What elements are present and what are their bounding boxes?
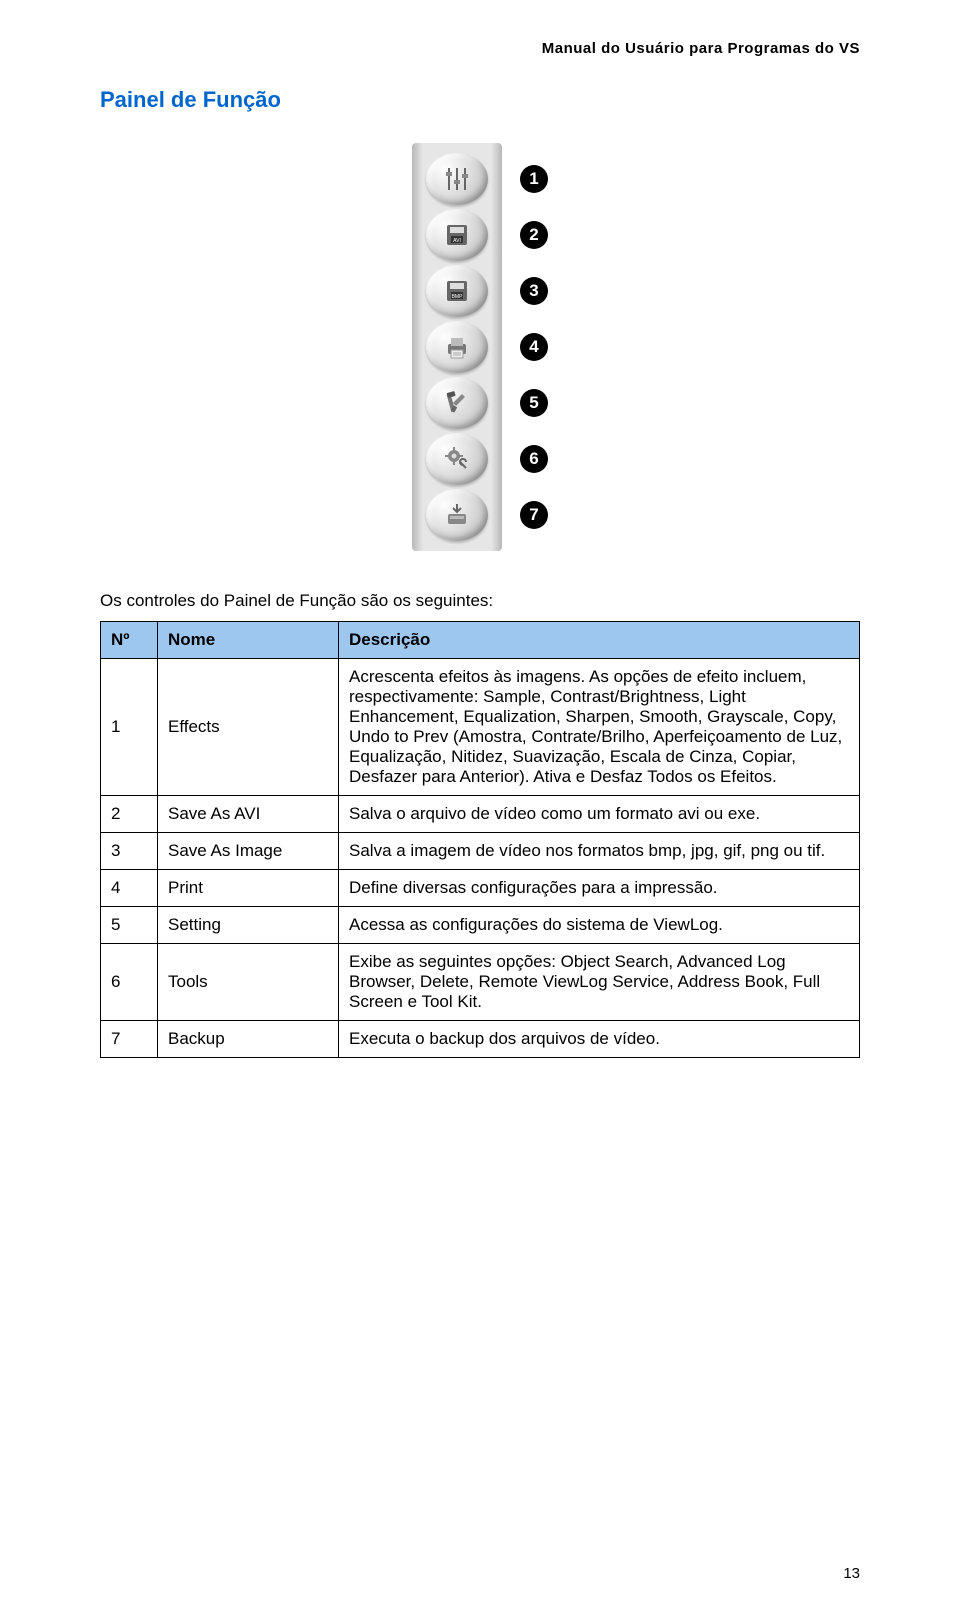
table-row: 4 Print Define diversas configurações pa… (101, 870, 860, 907)
panel-figure: AVI BMP 1 2 3 4 5 6 7 (100, 143, 860, 551)
backup-icon (426, 489, 488, 541)
page: Manual do Usuário para Programas do VS P… (0, 0, 960, 1612)
table-row: 2 Save As AVI Salva o arquivo de vídeo c… (101, 796, 860, 833)
cell-desc: Executa o backup dos arquivos de vídeo. (339, 1021, 860, 1058)
doc-header: Manual do Usuário para Programas do VS (100, 40, 860, 57)
cell-num: 5 (101, 907, 158, 944)
callout-6: 6 (520, 433, 548, 485)
cell-name: Backup (158, 1021, 339, 1058)
col-num: Nº (101, 622, 158, 659)
callout-5: 5 (520, 377, 548, 429)
save-avi-icon: AVI (426, 209, 488, 261)
col-name: Nome (158, 622, 339, 659)
callout-badge: 2 (520, 221, 548, 249)
cell-desc: Define diversas configurações para a imp… (339, 870, 860, 907)
table-row: 6 Tools Exibe as seguintes opções: Objec… (101, 944, 860, 1021)
printer-icon (426, 321, 488, 373)
col-desc: Descrição (339, 622, 860, 659)
sliders-icon (426, 153, 488, 205)
cell-name: Effects (158, 659, 339, 796)
svg-text:AVI: AVI (453, 238, 461, 244)
callout-1: 1 (520, 153, 548, 205)
callout-4: 4 (520, 321, 548, 373)
cell-num: 6 (101, 944, 158, 1021)
cell-num: 7 (101, 1021, 158, 1058)
table-row: 7 Backup Executa o backup dos arquivos d… (101, 1021, 860, 1058)
table-header-row: Nº Nome Descrição (101, 622, 860, 659)
callout-badge: 6 (520, 445, 548, 473)
cell-name: Tools (158, 944, 339, 1021)
cell-desc: Acessa as configurações do sistema de Vi… (339, 907, 860, 944)
callout-column: 1 2 3 4 5 6 7 (502, 143, 548, 551)
tools-icon (426, 377, 488, 429)
svg-text:BMP: BMP (452, 294, 464, 300)
cell-num: 4 (101, 870, 158, 907)
cell-name: Print (158, 870, 339, 907)
cell-desc: Exibe as seguintes opções: Object Search… (339, 944, 860, 1021)
table-row: 1 Effects Acrescenta efeitos às imagens.… (101, 659, 860, 796)
functions-table: Nº Nome Descrição 1 Effects Acrescenta e… (100, 621, 860, 1058)
callout-7: 7 (520, 489, 548, 541)
section-title: Painel de Função (100, 87, 860, 113)
table-row: 3 Save As Image Salva a imagem de vídeo … (101, 833, 860, 870)
cell-desc: Acrescenta efeitos às imagens. As opções… (339, 659, 860, 796)
page-number: 13 (843, 1565, 860, 1582)
callout-badge: 4 (520, 333, 548, 361)
callout-2: 2 (520, 209, 548, 261)
table-row: 5 Setting Acessa as configurações do sis… (101, 907, 860, 944)
callout-badge: 1 (520, 165, 548, 193)
intro-text: Os controles do Painel de Função são os … (100, 591, 860, 611)
function-panel: AVI BMP (412, 143, 502, 551)
callout-badge: 7 (520, 501, 548, 529)
callout-badge: 5 (520, 389, 548, 417)
callout-3: 3 (520, 265, 548, 317)
callout-badge: 3 (520, 277, 548, 305)
cell-name: Save As AVI (158, 796, 339, 833)
cell-num: 3 (101, 833, 158, 870)
cell-desc: Salva o arquivo de vídeo como um formato… (339, 796, 860, 833)
cell-num: 2 (101, 796, 158, 833)
cell-num: 1 (101, 659, 158, 796)
cell-name: Save As Image (158, 833, 339, 870)
cell-name: Setting (158, 907, 339, 944)
save-bmp-icon: BMP (426, 265, 488, 317)
cell-desc: Salva a imagem de vídeo nos formatos bmp… (339, 833, 860, 870)
gear-wrench-icon (426, 433, 488, 485)
